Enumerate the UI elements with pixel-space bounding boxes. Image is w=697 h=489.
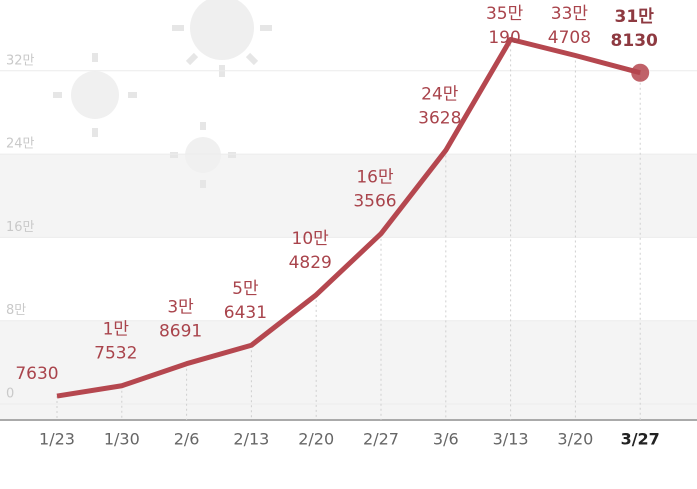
x-tick-label: 3/13 bbox=[493, 430, 529, 449]
band bbox=[0, 154, 697, 238]
point bbox=[631, 63, 650, 82]
value-label: 33만 bbox=[551, 4, 589, 24]
x-tick-label: 2/13 bbox=[233, 430, 269, 449]
value-label: 7630 bbox=[15, 364, 58, 384]
x-tick-label: 3/27 bbox=[621, 430, 660, 449]
value-label: 7532 bbox=[94, 344, 137, 364]
value-label: 24만 bbox=[421, 84, 459, 104]
x-tick-label: 2/20 bbox=[298, 430, 334, 449]
y-tick-label: 32만 bbox=[6, 53, 35, 68]
value-label: 190 bbox=[488, 28, 520, 48]
x-tick-label: 3/6 bbox=[433, 430, 459, 449]
band bbox=[0, 320, 697, 404]
line bbox=[56, 36, 641, 399]
y-tick-label: 0 bbox=[6, 387, 14, 402]
value-label: 10만 bbox=[292, 229, 330, 249]
y-tick-label: 16만 bbox=[6, 220, 35, 235]
value-label: 6431 bbox=[224, 303, 267, 323]
x-tick-label: 1/23 bbox=[39, 430, 75, 449]
x-tick-label: 3/20 bbox=[557, 430, 593, 449]
y-tick-label: 8만 bbox=[6, 303, 26, 318]
x-tick-label: 2/27 bbox=[363, 430, 399, 449]
value-label: 31만 bbox=[615, 7, 655, 27]
value-label: 3만 bbox=[167, 298, 194, 318]
value-label: 3566 bbox=[353, 192, 396, 212]
x-tick-label: 1/30 bbox=[104, 430, 140, 449]
value-label: 4829 bbox=[289, 253, 332, 273]
value-label: 3628 bbox=[418, 108, 461, 128]
x-tick-label: 2/6 bbox=[174, 430, 200, 449]
value-label: 35만 bbox=[486, 4, 524, 24]
value-label: 8691 bbox=[159, 322, 202, 342]
value-label: 8130 bbox=[611, 31, 658, 51]
band bbox=[0, 404, 697, 420]
value-label: 1만 bbox=[103, 320, 130, 340]
value-label: 5만 bbox=[232, 279, 259, 299]
value-label: 4708 bbox=[548, 28, 591, 48]
virus-decoration bbox=[53, 0, 272, 188]
y-tick-label: 24만 bbox=[6, 137, 35, 152]
value-label: 16만 bbox=[356, 168, 394, 188]
